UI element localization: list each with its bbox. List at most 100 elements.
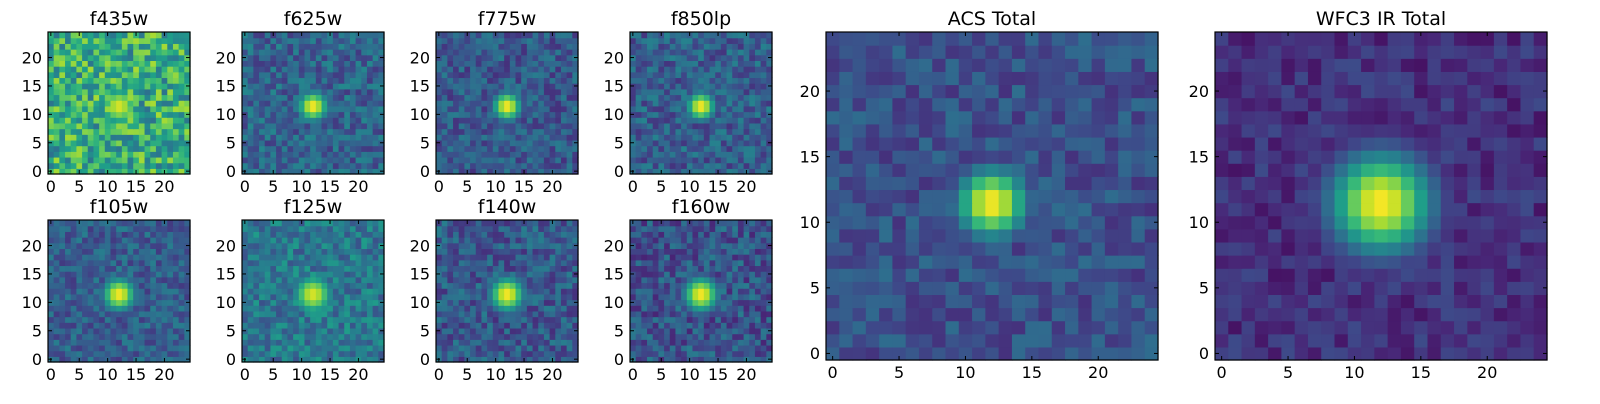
heatmap-cell	[464, 72, 470, 78]
heatmap-cell	[1025, 242, 1039, 256]
heatmap-cell	[1441, 268, 1455, 282]
heatmap-cell	[1242, 98, 1256, 112]
heatmap-cell	[715, 60, 721, 66]
heatmap-cell	[498, 117, 504, 123]
heatmap-cell	[265, 94, 271, 100]
heatmap-cell	[76, 146, 82, 152]
heatmap-cell	[82, 311, 88, 317]
heatmap-cell	[110, 72, 116, 78]
heatmap-cell	[447, 83, 453, 89]
heatmap-cell	[344, 123, 350, 129]
x-tick-label: 20	[736, 177, 756, 196]
heatmap-cell	[310, 38, 316, 44]
heatmap-cell	[727, 146, 733, 152]
heatmap-cell	[653, 106, 659, 112]
heatmap-cell	[93, 345, 99, 351]
heatmap-cell	[259, 163, 265, 169]
heatmap-cell	[839, 321, 853, 335]
heatmap-cell	[1131, 242, 1145, 256]
heatmap-cell	[361, 94, 367, 100]
heatmap-cell	[664, 106, 670, 112]
heatmap-cell	[1105, 216, 1119, 230]
heatmap-cell	[167, 43, 173, 49]
heatmap-cell	[173, 117, 179, 123]
heatmap-cell	[122, 163, 128, 169]
heatmap-cell	[1228, 242, 1242, 256]
heatmap-cell	[173, 339, 179, 345]
heatmap-cell	[1012, 321, 1026, 335]
heatmap-cell	[173, 146, 179, 152]
heatmap-cell	[1145, 163, 1159, 177]
heatmap-cell	[892, 255, 906, 269]
heatmap-cell	[373, 72, 379, 78]
heatmap-cell	[93, 305, 99, 311]
heatmap-cell	[1348, 45, 1362, 59]
heatmap-cell	[88, 300, 94, 306]
heatmap-cell	[150, 305, 156, 311]
heatmap-cell	[704, 83, 710, 89]
heatmap-cell	[653, 77, 659, 83]
heatmap-cell	[99, 220, 105, 226]
heatmap-cell	[985, 294, 999, 308]
heatmap-cell	[442, 123, 448, 129]
heatmap-cell	[946, 294, 960, 308]
heatmap-cell	[88, 106, 94, 112]
heatmap-cell	[744, 55, 750, 61]
heatmap-cell	[476, 49, 482, 55]
heatmap-cell	[826, 58, 840, 72]
heatmap-cell	[932, 137, 946, 151]
heatmap-cell	[1467, 242, 1481, 256]
heatmap-cell	[133, 112, 139, 118]
heatmap-cell	[493, 66, 499, 72]
heatmap-cell	[1215, 45, 1229, 59]
heatmap-cell	[71, 351, 77, 357]
heatmap-cell	[721, 140, 727, 146]
heatmap-cell	[641, 129, 647, 135]
heatmap-cell	[265, 106, 271, 112]
heatmap-cell	[99, 288, 105, 294]
heatmap-cell	[1414, 203, 1428, 217]
heatmap-cell	[287, 305, 293, 311]
heatmap-cell	[504, 151, 510, 157]
heatmap-cell	[658, 60, 664, 66]
heatmap-cell	[150, 77, 156, 83]
heatmap-cell	[162, 77, 168, 83]
heatmap-cell	[732, 106, 738, 112]
heatmap-cell	[1401, 294, 1415, 308]
heatmap-cell	[550, 112, 556, 118]
heatmap-cell	[698, 43, 704, 49]
heatmap-cell	[464, 112, 470, 118]
heatmap-cell	[999, 111, 1013, 125]
x-tick-label: 5	[1283, 363, 1293, 382]
heatmap-cell	[1361, 176, 1375, 190]
heatmap-cell	[162, 339, 168, 345]
heatmap-cell	[664, 151, 670, 157]
heatmap-cell	[1065, 268, 1079, 282]
heatmap-cell	[48, 157, 54, 163]
heatmap-cell	[1242, 176, 1256, 190]
heatmap-cell	[1012, 176, 1026, 190]
heatmap-cell	[516, 140, 522, 146]
heatmap-cell	[322, 146, 328, 152]
heatmap-cell	[442, 129, 448, 135]
heatmap-cell	[327, 305, 333, 311]
heatmap-cell	[721, 100, 727, 106]
heatmap-cell	[476, 146, 482, 152]
heatmap-cell	[755, 123, 761, 129]
heatmap-cell	[173, 157, 179, 163]
heatmap-cell	[133, 134, 139, 140]
heatmap-cell	[1052, 216, 1066, 230]
heatmap-cell	[71, 129, 77, 135]
heatmap-cell	[105, 345, 111, 351]
heatmap-cell	[162, 277, 168, 283]
heatmap-cell	[561, 72, 567, 78]
heatmap-cell	[738, 94, 744, 100]
heatmap-cell	[561, 55, 567, 61]
heatmap-cell	[48, 100, 54, 106]
heatmap-cell	[749, 60, 755, 66]
heatmap-cell	[919, 321, 933, 335]
heatmap-cell	[304, 282, 310, 288]
heatmap-cell	[1374, 98, 1388, 112]
heatmap-cell	[664, 55, 670, 61]
heatmap-cell	[906, 45, 920, 59]
